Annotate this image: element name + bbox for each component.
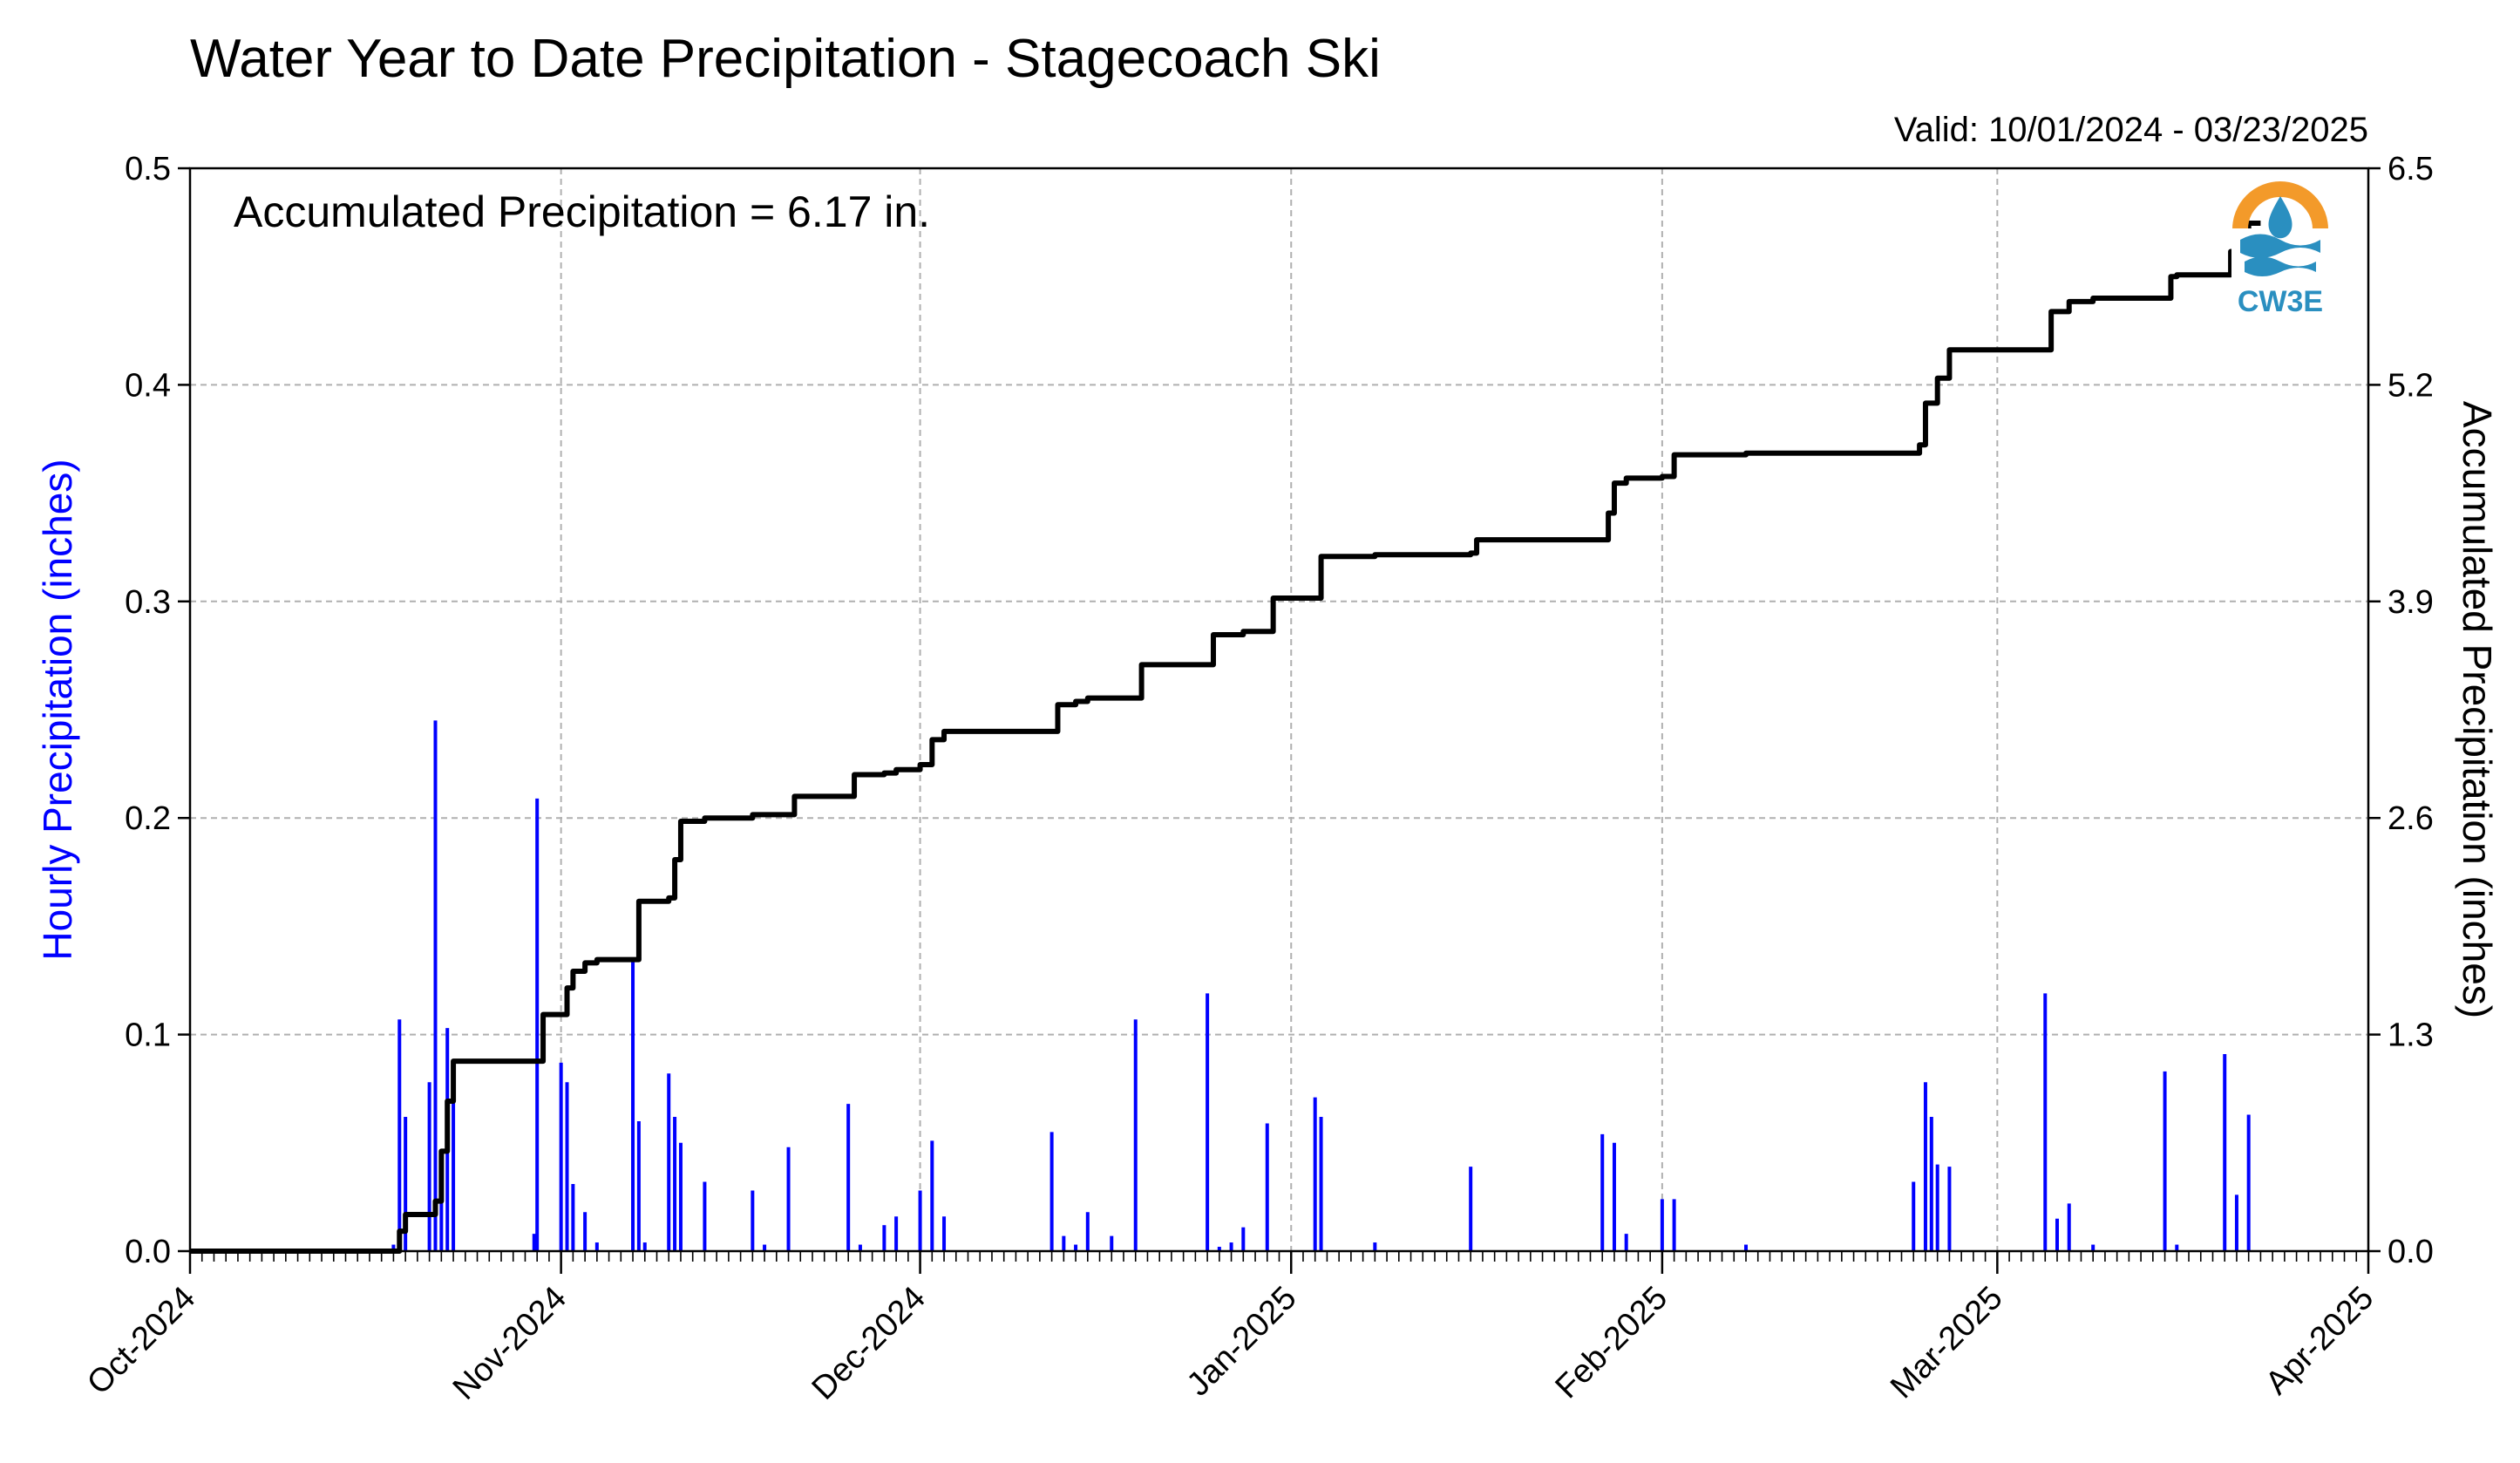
cw3e-logo: CW3E: [2231, 181, 2329, 318]
x-tick-label: Jan-2025: [1180, 1280, 1304, 1404]
x-tick-label: Dec-2024: [805, 1280, 933, 1407]
x-tick-label: Mar-2025: [1884, 1280, 2010, 1406]
accumulated-annotation: Accumulated Precipitation = 6.17 in.: [234, 187, 930, 236]
y-left-tick-label: 0.0: [125, 1234, 171, 1270]
y-axis-left-label: Hourly Precipitation (inches): [35, 459, 80, 960]
accumulated-precip-line: [190, 221, 2261, 1254]
y-axis-right: 0.0 1.3 2.6 3.9 5.2 6.5: [2368, 151, 2434, 1270]
y-left-tick-label: 0.3: [125, 584, 171, 621]
x-tick-label: Apr-2025: [2258, 1280, 2381, 1402]
y-right-tick-label: 3.9: [2388, 584, 2434, 621]
valid-date-range: Valid: 10/01/2024 - 03/23/2025: [1894, 111, 2368, 149]
plot-area-frame: [188, 167, 2370, 1253]
y-left-tick-label: 0.5: [125, 151, 171, 187]
gridlines: [190, 168, 2368, 1251]
y-right-tick-label: 1.3: [2388, 1017, 2434, 1054]
y-axis-left: 0.0 0.1 0.2 0.3 0.4 0.5: [125, 151, 190, 1270]
y-right-tick-label: 2.6: [2388, 800, 2434, 837]
y-right-tick-label: 5.2: [2388, 367, 2434, 404]
logo-label: CW3E: [2238, 285, 2323, 318]
x-tick-label: Oct-2024: [80, 1280, 202, 1402]
y-left-tick-label: 0.4: [125, 367, 171, 404]
y-axis-right-label: Accumulated Precipitation (inches): [2455, 401, 2500, 1018]
x-tick-label: Nov-2024: [446, 1280, 574, 1407]
y-left-tick-label: 0.1: [125, 1017, 171, 1054]
y-left-tick-label: 0.2: [125, 800, 171, 837]
accumulated-line-path: [190, 221, 2261, 1254]
x-tick-label: Feb-2025: [1549, 1280, 1675, 1406]
hourly-precip-bars: [391, 720, 2251, 1251]
chart-title: Water Year to Date Precipitation - Stage…: [190, 29, 1381, 89]
y-right-tick-label: 0.0: [2388, 1234, 2434, 1270]
water-drop-icon: [2268, 196, 2292, 239]
y-right-tick-label: 6.5: [2388, 151, 2434, 187]
x-axis: Oct-2024 Nov-2024 Dec-2024 Jan-2025 Feb-2025…: [80, 1251, 2381, 1407]
